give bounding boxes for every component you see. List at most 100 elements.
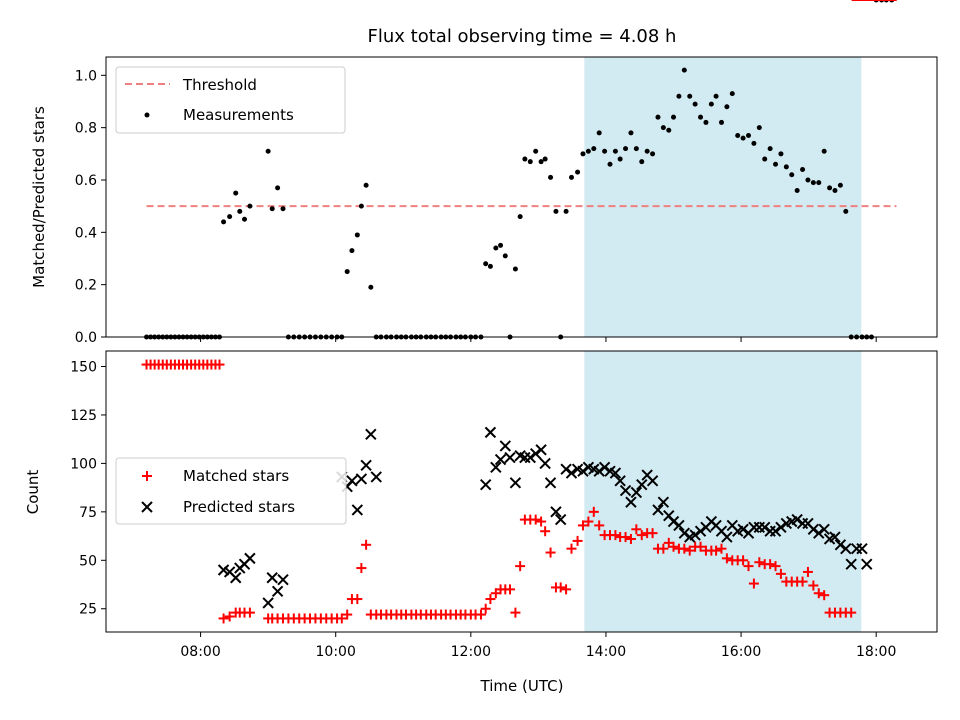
measurement-point: [639, 159, 645, 165]
predicted-star-point: [524, 451, 536, 464]
predicted-star-point: [769, 525, 782, 537]
matched-star-point: [356, 563, 367, 574]
measurement-point: [843, 208, 849, 214]
x-tick-label: 14:00: [586, 644, 626, 660]
legend-matched-label: Matched stars: [183, 467, 289, 485]
x-tick-label: 18:00: [856, 644, 896, 660]
measurement-point: [275, 185, 281, 191]
measurement-point: [703, 119, 709, 125]
matched-star-point: [802, 566, 813, 577]
y-tick-label: 0.4: [75, 225, 97, 241]
measurement-point: [687, 93, 693, 99]
predicted-star-point: [577, 465, 589, 477]
measurement-point: [354, 232, 360, 238]
measurement-point: [498, 242, 504, 248]
predicted-star-point: [619, 484, 632, 497]
count-marks: [141, 0, 897, 624]
measurement-point: [666, 127, 672, 133]
measurement-point: [794, 187, 800, 193]
predicted-star-point: [694, 525, 707, 537]
x-tick-label: 10:00: [316, 644, 356, 660]
ratio-y-axis-label: Matched/Predicted stars: [30, 106, 48, 288]
matched-star-point: [505, 584, 516, 595]
predicted-star-point: [840, 542, 852, 555]
measurement-point: [681, 67, 687, 73]
predicted-star-point: [479, 479, 492, 491]
legend-measurements-label: Measurements: [183, 106, 294, 124]
matched-star-point: [770, 561, 781, 572]
measurement-point: [591, 146, 597, 152]
matched-star-point: [566, 543, 577, 554]
measurement-point: [633, 146, 639, 152]
predicted-star-point: [509, 477, 522, 489]
measurement-point: [542, 156, 548, 162]
measurement-point: [762, 156, 768, 162]
predicted-star-point: [775, 521, 787, 534]
matched-star-point: [577, 520, 588, 531]
measurement-point: [487, 263, 493, 269]
predicted-star-point: [636, 479, 648, 491]
chart-title: Flux total observing time = 4.08 h: [368, 26, 677, 47]
predicted-star-point: [244, 552, 256, 565]
measurement-point: [724, 104, 730, 110]
measurement-point: [596, 130, 602, 136]
predicted-star-point: [490, 461, 502, 473]
measurement-point: [269, 206, 275, 212]
matched-star-point: [361, 539, 372, 550]
matched-star-point: [480, 603, 491, 614]
predicted-star-point: [360, 459, 372, 472]
predicted-star-point: [609, 467, 622, 479]
matched-star-point: [658, 543, 669, 554]
predicted-star-point: [271, 585, 284, 598]
legend-threshold-label: Threshold: [182, 76, 257, 94]
legend-matched-swatch: [142, 471, 152, 481]
ratio-observing-span: [584, 57, 862, 337]
predicted-star-point: [499, 440, 511, 452]
predicted-star-point: [529, 448, 542, 460]
measurement-point: [789, 172, 795, 178]
matched-star-point: [647, 528, 658, 539]
matched-star-point: [224, 611, 235, 622]
measurement-point: [227, 214, 233, 220]
measurement-point: [502, 253, 508, 259]
measurement-point: [517, 214, 523, 220]
matched-star-point: [475, 609, 486, 620]
predicted-star-point: [370, 471, 382, 483]
predicted-star-point: [262, 597, 274, 609]
measurement-point: [756, 125, 762, 131]
predicted-star-point: [593, 465, 605, 477]
matched-star-point: [631, 524, 642, 535]
measurement-point: [778, 151, 784, 157]
matched-star-point: [572, 535, 583, 546]
matched-star-point: [748, 578, 759, 589]
predicted-star-point: [861, 558, 873, 570]
measurement-point: [671, 114, 677, 120]
measurement-point: [522, 156, 528, 162]
measurement-point: [628, 130, 634, 136]
ratio-marks: [144, 0, 897, 340]
measurement-point: [660, 125, 666, 131]
matched-star-point: [352, 594, 363, 605]
x-axis-label: Time (UTC): [480, 677, 564, 695]
matched-star-point: [583, 516, 594, 527]
predicted-star-point: [550, 506, 562, 518]
y-tick-label: 0.2: [75, 278, 97, 294]
measurement-point: [247, 203, 253, 209]
predicted-star-point: [598, 461, 611, 473]
measurement-point: [740, 135, 746, 141]
predicted-star-point: [351, 504, 364, 516]
measurement-point: [349, 248, 355, 254]
matched-star-point: [530, 514, 541, 525]
matched-star-point: [679, 543, 690, 554]
measurement-point: [746, 133, 752, 139]
predicted-star-point: [230, 572, 242, 584]
count-y-ticks: 25 50 75 100 125 150: [70, 360, 106, 618]
count-y-axis-label: Count: [24, 470, 42, 515]
predicted-star-point: [829, 531, 841, 543]
matched-star-point: [540, 526, 551, 537]
matched-star-point: [485, 594, 496, 605]
count-plot-frame: [105, 350, 938, 633]
measurement-point: [832, 187, 838, 193]
predicted-star-point: [355, 473, 368, 485]
matched-star-point: [765, 559, 776, 570]
